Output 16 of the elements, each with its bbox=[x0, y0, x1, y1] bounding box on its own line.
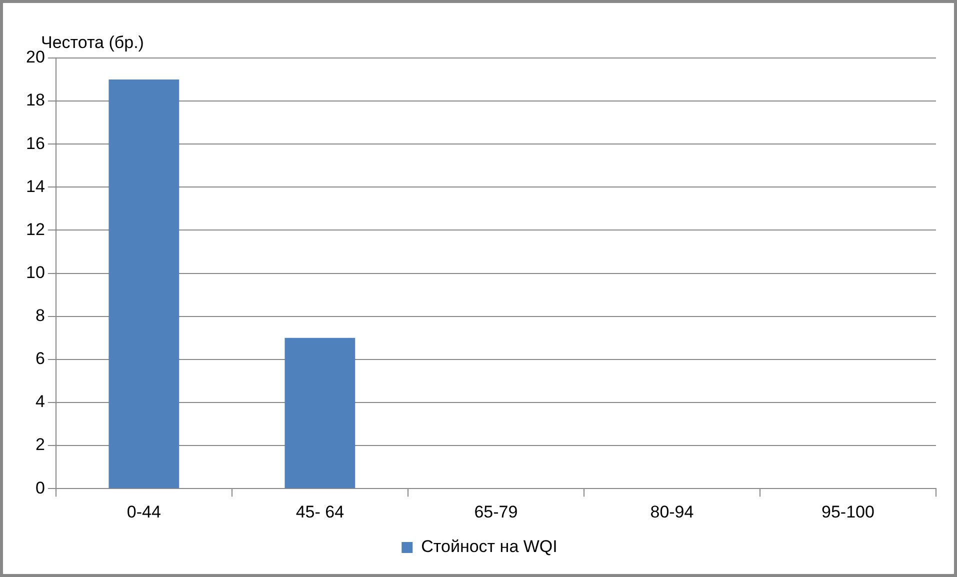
x-tick-label: 95-100 bbox=[822, 502, 874, 522]
y-tick-label: 12 bbox=[26, 220, 45, 239]
y-tick-label: 10 bbox=[26, 262, 45, 282]
y-tick-label: 16 bbox=[26, 134, 45, 153]
y-tick-label: 8 bbox=[35, 306, 45, 326]
x-tick-label: 80-94 bbox=[650, 502, 694, 522]
legend-label: Стойност на WQI bbox=[421, 537, 558, 556]
y-tick-label: 14 bbox=[26, 176, 45, 196]
x-tick-label: 45- 64 bbox=[296, 502, 344, 522]
y-tick-label: 18 bbox=[26, 90, 45, 110]
x-tick-label: 65-79 bbox=[474, 502, 518, 522]
x-tick-label: 0-44 bbox=[126, 502, 161, 522]
y-tick-label: 4 bbox=[35, 392, 45, 412]
y-tick-label: 2 bbox=[35, 435, 45, 454]
y-tick-label: 0 bbox=[35, 478, 45, 498]
y-tick-label: 6 bbox=[35, 349, 45, 368]
